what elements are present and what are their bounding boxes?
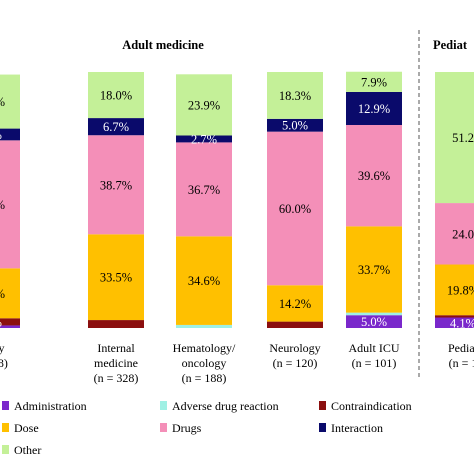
category-label-1-1: Internal	[97, 341, 135, 355]
bar-administration-0	[0, 325, 20, 328]
data-label-8: 18.0%	[100, 89, 132, 103]
bar-contraindication-1	[88, 320, 144, 328]
legend-label-adverse-drug-reaction: Adverse drug reaction	[172, 399, 279, 413]
data-label-6: 38.7%	[100, 178, 132, 192]
legend-swatch-adverse-drug-reaction	[160, 401, 167, 410]
data-label-10: 36.7%	[188, 183, 220, 197]
data-label-25: 51.2	[452, 131, 474, 145]
data-label-2: 0.0%	[0, 198, 5, 212]
category-label-1-3: (n = 328)	[94, 371, 139, 385]
bar-contraindication-3	[267, 321, 323, 328]
category-label-2-1: Hematology/	[173, 341, 236, 355]
category-label-5-1: Pediat	[448, 341, 474, 355]
bar-other-0	[0, 74, 20, 129]
bar-other-3	[267, 72, 323, 119]
legend: Administration Adverse drug reaction Contr…	[2, 399, 412, 457]
bar-administration-4	[346, 315, 402, 328]
data-label-24: 24.0	[452, 227, 474, 241]
data-label-16: 18.3%	[279, 89, 311, 103]
data-label-21: 7.9%	[361, 75, 387, 89]
data-labels-layer: .8% 9.5% 0.0% .6% 1.1% 33.5% 38.7% 6.7% 18.0% 34.…	[0, 75, 474, 330]
data-label-3: .6%	[0, 128, 2, 142]
data-label-13: 14.2%	[279, 297, 311, 311]
data-label-23: 19.8%	[447, 283, 474, 297]
legend-swatch-contraindication	[319, 401, 326, 410]
data-label-12: 23.9%	[188, 98, 220, 112]
bar-interaction-0	[0, 128, 20, 141]
bars-layer	[0, 71, 474, 328]
bar-other-2	[176, 74, 232, 136]
data-label-1: 9.5%	[0, 287, 5, 301]
bar-drugs-4	[346, 124, 402, 227]
legend-swatch-drugs	[160, 423, 167, 432]
legend-label-dose: Dose	[14, 421, 39, 435]
bar-contraindication-0	[0, 318, 20, 326]
bar-dose-4	[346, 226, 402, 313]
bar-drugs-5	[435, 203, 474, 265]
data-label-17: 5.0%	[361, 315, 387, 329]
bar-drugs-1	[88, 135, 144, 235]
bar-drugs-2	[176, 142, 232, 237]
category-label-2-3: (n = 188)	[182, 371, 227, 385]
bar-dose-0	[0, 268, 20, 319]
bar-dose-2	[176, 236, 232, 325]
category-label-3-2: (n = 120)	[273, 356, 318, 370]
data-label-11: 2.7%	[191, 132, 217, 146]
bar-contraindication-5	[435, 315, 474, 318]
legend-label-contraindication: Contraindication	[331, 399, 412, 413]
bar-other-1	[88, 72, 144, 119]
bar-interaction-2	[176, 135, 232, 143]
category-label-4-2: (n = 101)	[352, 356, 397, 370]
group-title-pediatrics: Pediat	[433, 38, 468, 52]
bar-dose-3	[267, 285, 323, 322]
data-label-7: 6.7%	[103, 120, 129, 134]
bar-administration-5	[435, 317, 474, 328]
bar-interaction-3	[267, 118, 323, 132]
bar-other-4	[346, 71, 402, 92]
bar-other-5	[435, 72, 474, 204]
data-label-4: 1.1%	[0, 95, 5, 109]
bar-adverse-drug-reaction-4	[346, 312, 402, 316]
legend-swatch-other	[2, 445, 9, 454]
bar-adverse-drug-reaction-2	[176, 324, 232, 328]
bar-dose-5	[435, 264, 474, 316]
legend-label-other: Other	[14, 443, 41, 457]
data-label-18: 33.7%	[358, 263, 390, 277]
data-label-14: 60.0%	[279, 202, 311, 216]
bar-interaction-4	[346, 91, 402, 125]
category-label-4-1: Adult ICU	[349, 341, 400, 355]
category-label-0-1: rgery	[0, 341, 5, 355]
data-label-5: 33.5%	[100, 271, 132, 285]
bar-drugs-0	[0, 140, 20, 269]
data-label-9: 34.6%	[188, 274, 220, 288]
bar-drugs-3	[267, 131, 323, 286]
legend-label-drugs: Drugs	[172, 421, 202, 435]
bar-interaction-1	[88, 118, 144, 136]
bar-dose-1	[88, 234, 144, 321]
category-label-0-2: = 468)	[0, 356, 8, 370]
category-label-1-2: medicine	[94, 356, 138, 370]
group-title-adult-medicine: Adult medicine	[122, 38, 204, 52]
category-label-2-2: oncology	[182, 356, 227, 370]
data-label-22: 4.1%	[450, 316, 474, 330]
data-label-20: 12.9%	[358, 102, 390, 116]
legend-swatch-administration	[2, 401, 9, 410]
category-label-5-2: (n = 1	[449, 356, 474, 370]
legend-swatch-dose	[2, 423, 9, 432]
data-label-0: .8%	[0, 315, 2, 329]
data-label-15: 5.0%	[282, 119, 308, 133]
legend-label-interaction: Interaction	[331, 421, 383, 435]
legend-swatch-interaction	[319, 423, 326, 432]
legend-label-administration: Administration	[14, 399, 87, 413]
data-label-19: 39.6%	[358, 169, 390, 183]
category-label-3-1: Neurology	[269, 341, 320, 355]
